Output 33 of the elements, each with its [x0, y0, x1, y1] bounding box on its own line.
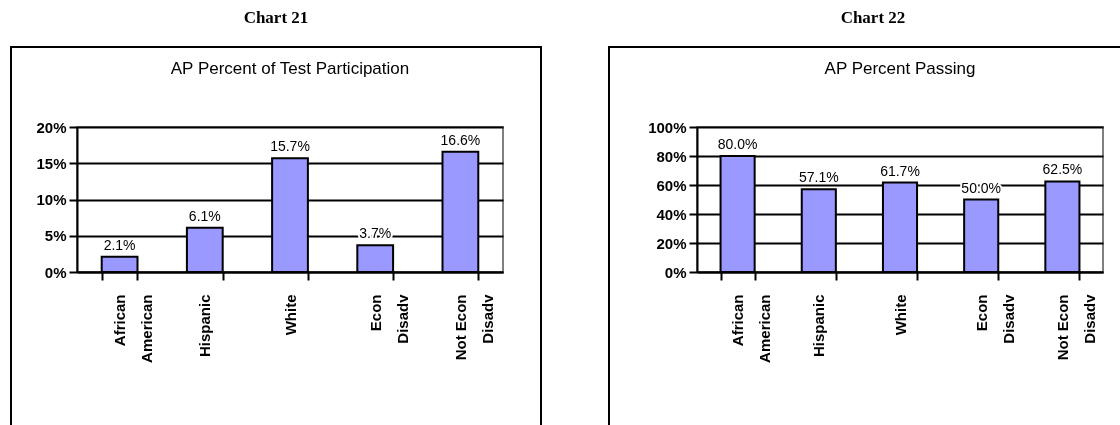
x-tick-label: African American — [729, 294, 774, 363]
chart-subtitle: AP Percent of Test Participation — [170, 59, 410, 78]
data-label: 2.1% — [103, 236, 136, 253]
x-tick-label: Econ Disadv — [366, 293, 411, 344]
x-tick-label: Hispanic — [810, 294, 828, 358]
x-tick-label: Not Econ Disadv — [451, 293, 496, 361]
data-label: 57.1% — [798, 169, 839, 186]
data-label: 15.7% — [270, 138, 310, 155]
x-tick-label: African American — [111, 294, 156, 363]
x-tick-label: Econ Disadv — [972, 293, 1017, 344]
x-tick-label: White — [891, 294, 909, 336]
data-label: 6.1% — [188, 207, 221, 224]
y-tick-label: 10% — [36, 191, 67, 208]
chart-title: Chart 22 — [839, 8, 907, 28]
chart-subtitle: AP Percent Passing — [824, 59, 976, 78]
y-tick-label: 40% — [656, 205, 687, 223]
data-label: 62.5% — [1042, 161, 1083, 178]
data-label: 80.0% — [717, 136, 758, 152]
y-tick-label: 0% — [44, 263, 67, 281]
y-tick-label: 80% — [656, 147, 687, 165]
y-tick-label: 0% — [664, 263, 687, 281]
x-tick-label: White — [281, 294, 299, 336]
data-label: 61.7% — [880, 162, 920, 179]
y-tick-label: 60% — [656, 176, 687, 194]
x-tick-label: Not Econ Disadv — [1053, 293, 1098, 361]
y-tick-label: 100% — [648, 118, 687, 136]
y-tick-label: 15% — [36, 154, 67, 172]
y-tick-label: 20% — [656, 234, 687, 252]
y-tick-label: 20% — [36, 118, 67, 136]
chart-title: Chart 21 — [242, 8, 310, 28]
x-tick-label: Hispanic — [196, 294, 214, 358]
data-label: 16.6% — [440, 131, 481, 148]
y-tick-label: 5% — [44, 227, 67, 245]
